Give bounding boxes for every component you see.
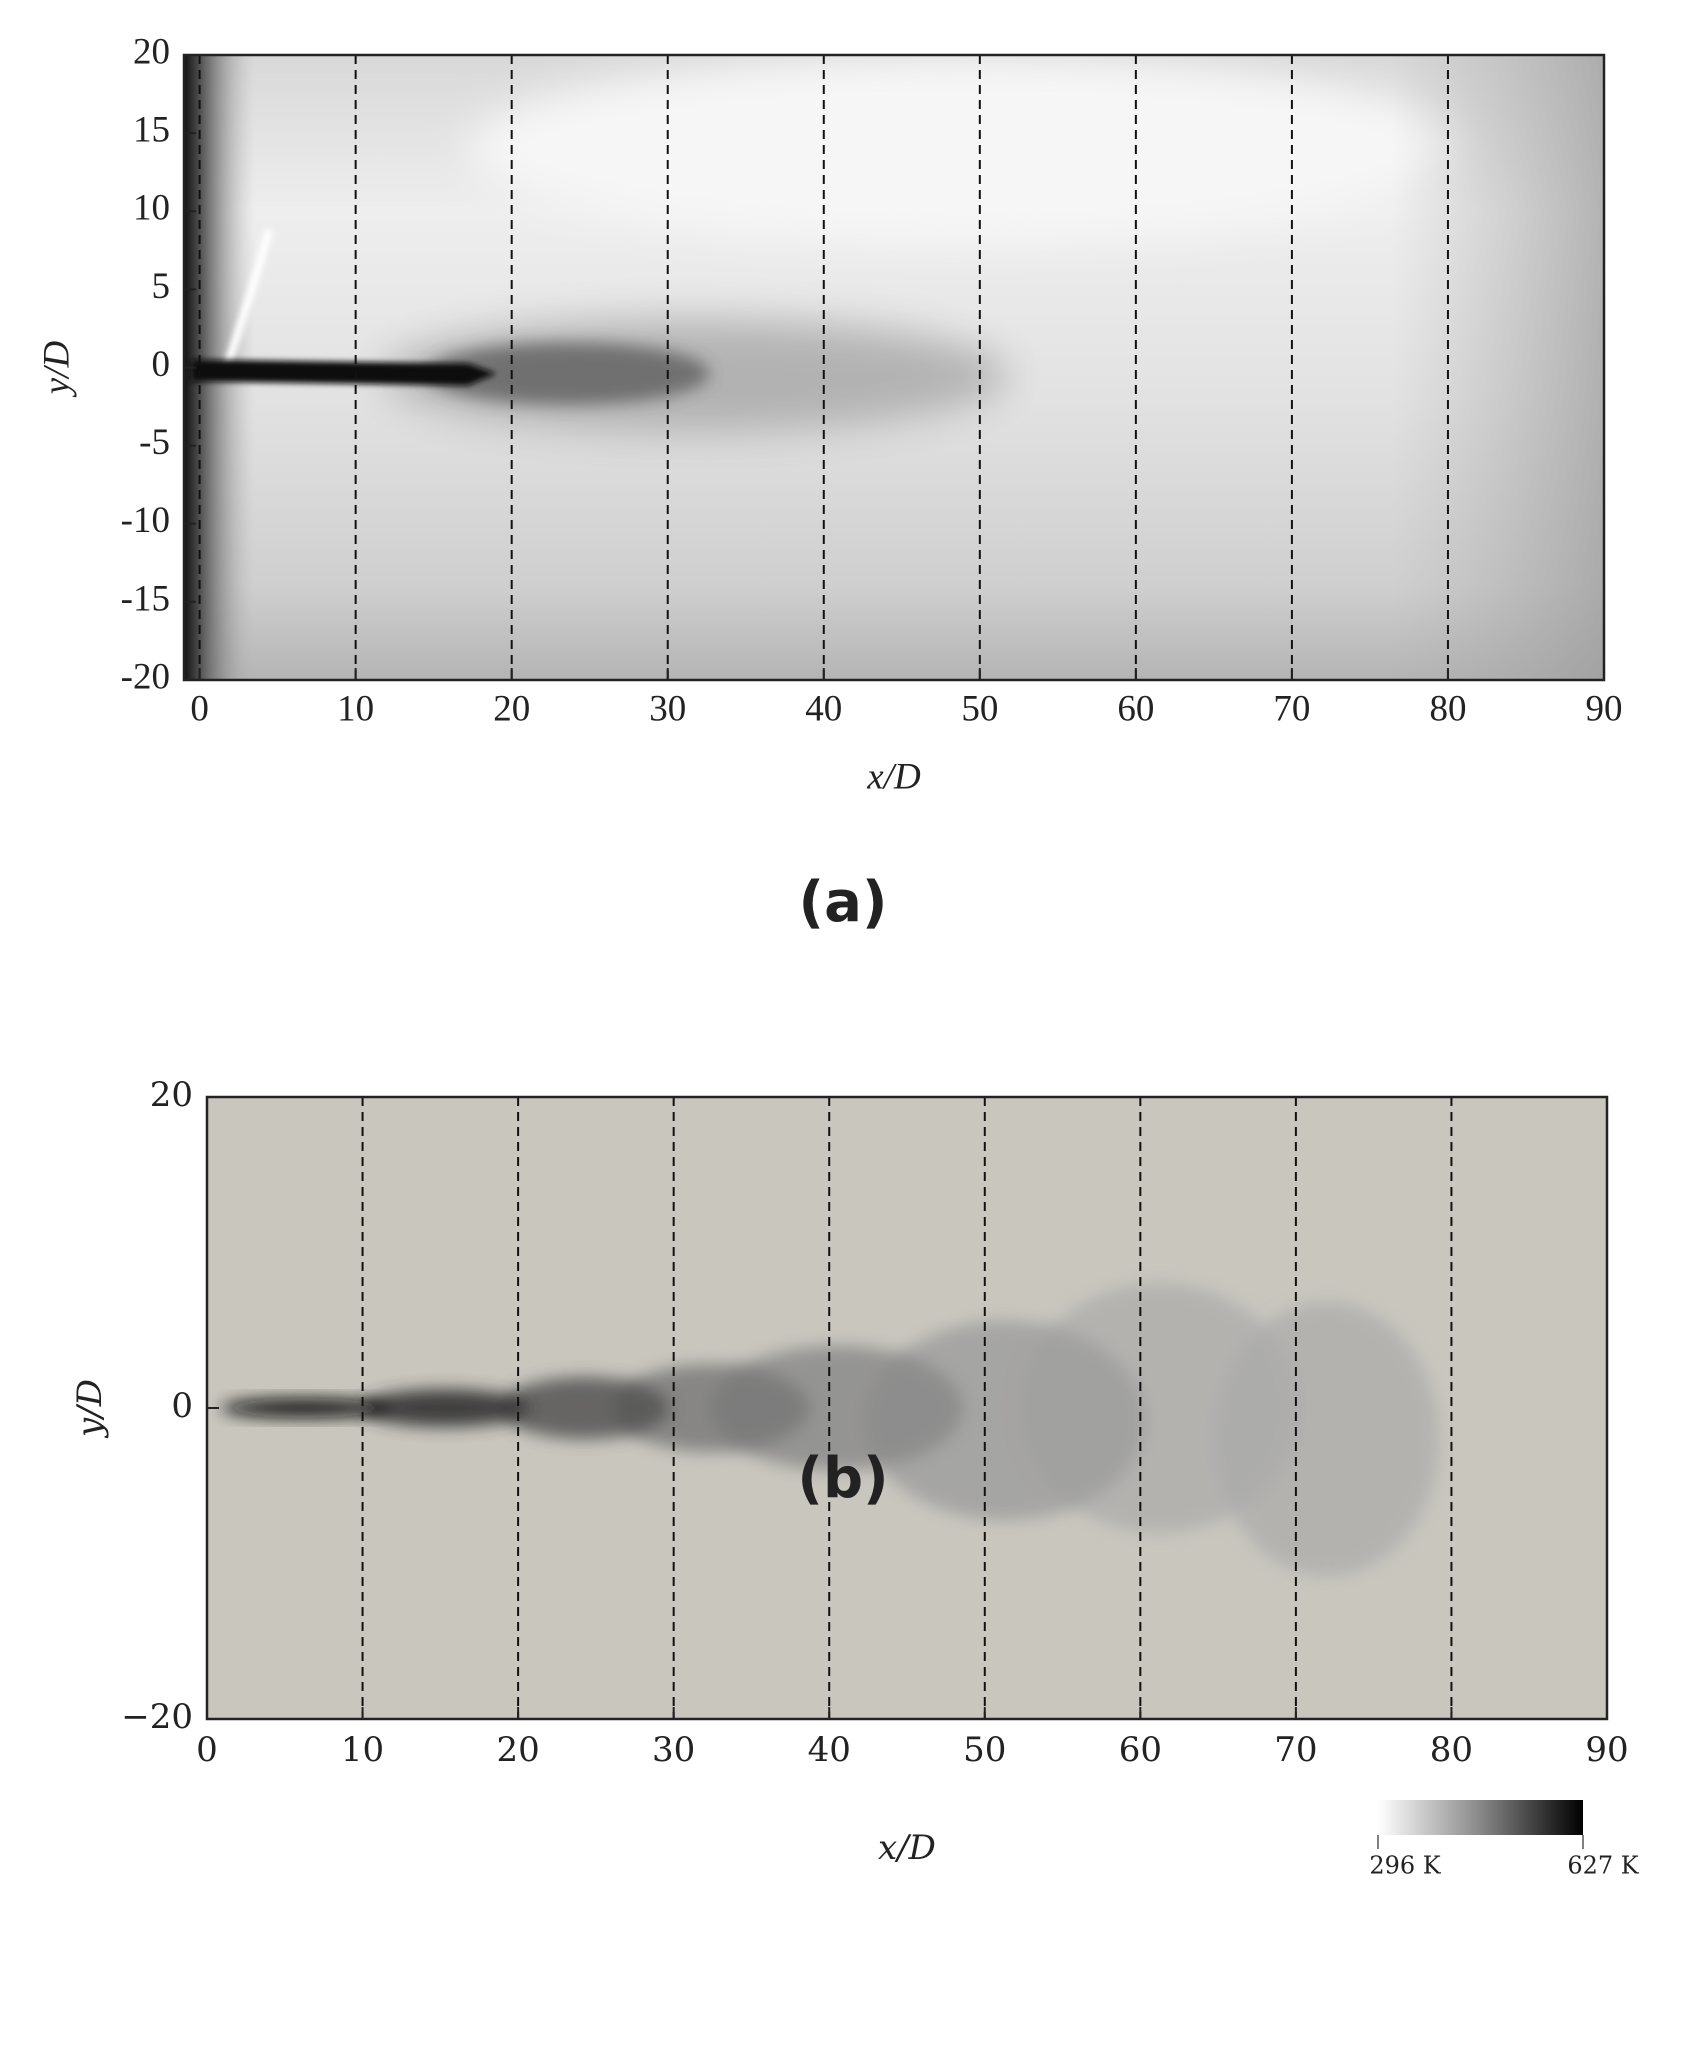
y-tick-label: −20 (121, 1697, 193, 1737)
y-axis-label: y/D (36, 341, 77, 399)
y-tick-label: -10 (121, 500, 170, 541)
y-tick-label: -20 (121, 656, 170, 697)
y-tick-label: 10 (133, 188, 170, 229)
field-image (207, 1097, 1607, 1719)
x-tick-label: 60 (1119, 1730, 1162, 1770)
x-tick-label: 0 (190, 688, 209, 729)
y-axis-label: y/D (70, 1379, 110, 1439)
plume (221, 1398, 389, 1418)
x-tick-label: 40 (805, 688, 842, 729)
field-image (184, 55, 1604, 680)
shock (222, 228, 274, 369)
plume (613, 1364, 809, 1452)
x-tick-label: 40 (808, 1730, 851, 1770)
plume-mid (425, 342, 710, 405)
x-tick-label: 50 (961, 688, 998, 729)
x-tick-label: 90 (1585, 1730, 1628, 1770)
panel-caption: (b) (797, 1446, 888, 1511)
colorbar-label: 296 K (1369, 1852, 1441, 1880)
x-tick-label: 30 (652, 1730, 695, 1770)
x-axis-label: x/D (866, 756, 921, 797)
panel-caption: (a) (799, 870, 888, 935)
y-tick-label: 20 (150, 1075, 193, 1115)
panel: 0 10 20 30 40 50 60 70 80 9020151050-5-10-15-20x/… (36, 31, 1622, 935)
x-tick-label: 60 (1117, 688, 1154, 729)
y-tick-label: 20 (133, 31, 170, 72)
x-tick-label: 80 (1430, 1730, 1473, 1770)
right-shade (1391, 55, 1604, 680)
plume (361, 1389, 529, 1427)
x-tick-label: 50 (963, 1730, 1006, 1770)
y-tick-label: 15 (133, 110, 170, 151)
colorbar-label: 627 K (1567, 1852, 1639, 1880)
x-tick-label: 0 (196, 1730, 218, 1770)
x-tick-label: 10 (337, 688, 374, 729)
y-tick-label: 0 (171, 1386, 193, 1426)
colorbar (1378, 1800, 1583, 1835)
glow (468, 55, 1462, 243)
y-tick-label: 5 (152, 266, 171, 307)
x-tick-label: 20 (493, 688, 530, 729)
y-tick-label: -15 (121, 578, 170, 619)
x-tick-label: 90 (1586, 688, 1623, 729)
x-axis-label: x/D (878, 1828, 936, 1868)
jet-core (191, 359, 497, 386)
x-tick-label: 30 (649, 688, 686, 729)
y-tick-label: 0 (152, 344, 171, 385)
x-tick-label: 70 (1274, 1730, 1317, 1770)
x-tick-label: 20 (496, 1730, 539, 1770)
y-tick-label: -5 (139, 422, 170, 463)
plume (501, 1376, 669, 1440)
x-tick-label: 10 (341, 1730, 384, 1770)
x-tick-label: 70 (1273, 688, 1310, 729)
x-tick-label: 80 (1429, 688, 1466, 729)
